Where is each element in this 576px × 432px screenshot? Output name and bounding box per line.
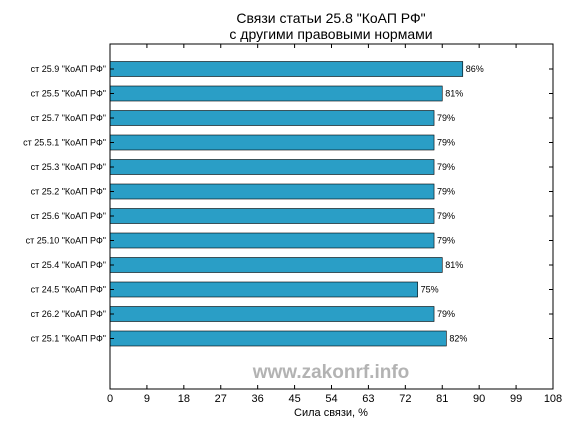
chart-title-line-2: с другими правовыми нормами — [229, 26, 432, 42]
x-tick-label: 54 — [325, 393, 337, 405]
x-axis: 0 9 18 27 36 45 54 63 72 81 90 99 108 — [107, 44, 562, 405]
x-tick-label: 99 — [510, 393, 522, 405]
data-label: 79% — [437, 211, 455, 221]
data-label: 79% — [437, 162, 455, 172]
bar — [109, 232, 435, 249]
x-tick-label: 36 — [252, 393, 264, 405]
x-tick-label: 9 — [144, 393, 150, 405]
data-label: 82% — [449, 334, 467, 344]
bar-group: 86% 81% 79% 79% 79% 79% 79% 79% 81% 75% 79% 82% — [109, 61, 484, 347]
x-tick-label: 18 — [178, 393, 190, 405]
data-label: 86% — [466, 64, 484, 74]
data-label: 79% — [437, 138, 455, 148]
x-tick-label: 81 — [436, 393, 448, 405]
bar — [109, 85, 443, 102]
y-axis: ст 25.9 "КоАП РФ" ст 25.5 "КоАП РФ" ст 25.… — [23, 64, 553, 344]
bar — [109, 110, 435, 126]
x-axis-label: Сила связи, % — [294, 407, 368, 419]
bar — [109, 61, 464, 77]
data-label: 79% — [437, 187, 455, 197]
y-tick-label: ст 25.5 "КоАП РФ" — [31, 89, 106, 99]
bar — [109, 208, 435, 224]
bar — [109, 330, 447, 347]
y-tick-label: ст 26.2 "КоАП РФ" — [31, 309, 106, 319]
data-label: 81% — [445, 89, 463, 99]
bar — [109, 306, 435, 322]
chart-title-line-1: Связи статьи 25.8 "КоАП РФ" — [236, 10, 425, 26]
data-label: 79% — [437, 236, 455, 246]
y-tick-label: ст 25.2 "КоАП РФ" — [31, 187, 106, 197]
bar — [109, 134, 435, 151]
x-tick-label: 90 — [473, 393, 485, 405]
y-tick-label: ст 25.3 "КоАП РФ" — [31, 162, 106, 172]
x-tick-label: 45 — [288, 393, 300, 405]
watermark: www.zakonrf.info — [252, 362, 410, 383]
x-tick-label: 72 — [399, 393, 411, 405]
y-tick-label: ст 25.7 "КоАП РФ" — [31, 113, 106, 123]
data-label: 81% — [445, 260, 463, 270]
bar — [109, 257, 443, 273]
y-tick-label: ст 25.1 "КоАП РФ" — [31, 334, 106, 344]
x-tick-label: 0 — [107, 393, 113, 405]
data-label: 79% — [437, 113, 455, 123]
bar — [109, 281, 418, 298]
bar — [109, 159, 435, 175]
data-label: 79% — [437, 309, 455, 319]
x-tick-label: 63 — [362, 393, 374, 405]
y-tick-label: ст 25.9 "КоАП РФ" — [31, 64, 106, 74]
bar — [109, 183, 435, 200]
x-tick-label: 27 — [215, 393, 227, 405]
y-tick-label: ст 24.5 "КоАП РФ" — [31, 285, 106, 295]
y-tick-label: ст 25.6 "КоАП РФ" — [31, 211, 106, 221]
y-tick-label: ст 25.10 "КоАП РФ" — [26, 236, 106, 246]
y-tick-label: ст 25.4 "КоАП РФ" — [31, 260, 106, 270]
y-tick-label: ст 25.5.1 "КоАП РФ" — [23, 138, 106, 148]
x-tick-label: 108 — [544, 393, 562, 405]
data-label: 75% — [421, 285, 439, 295]
